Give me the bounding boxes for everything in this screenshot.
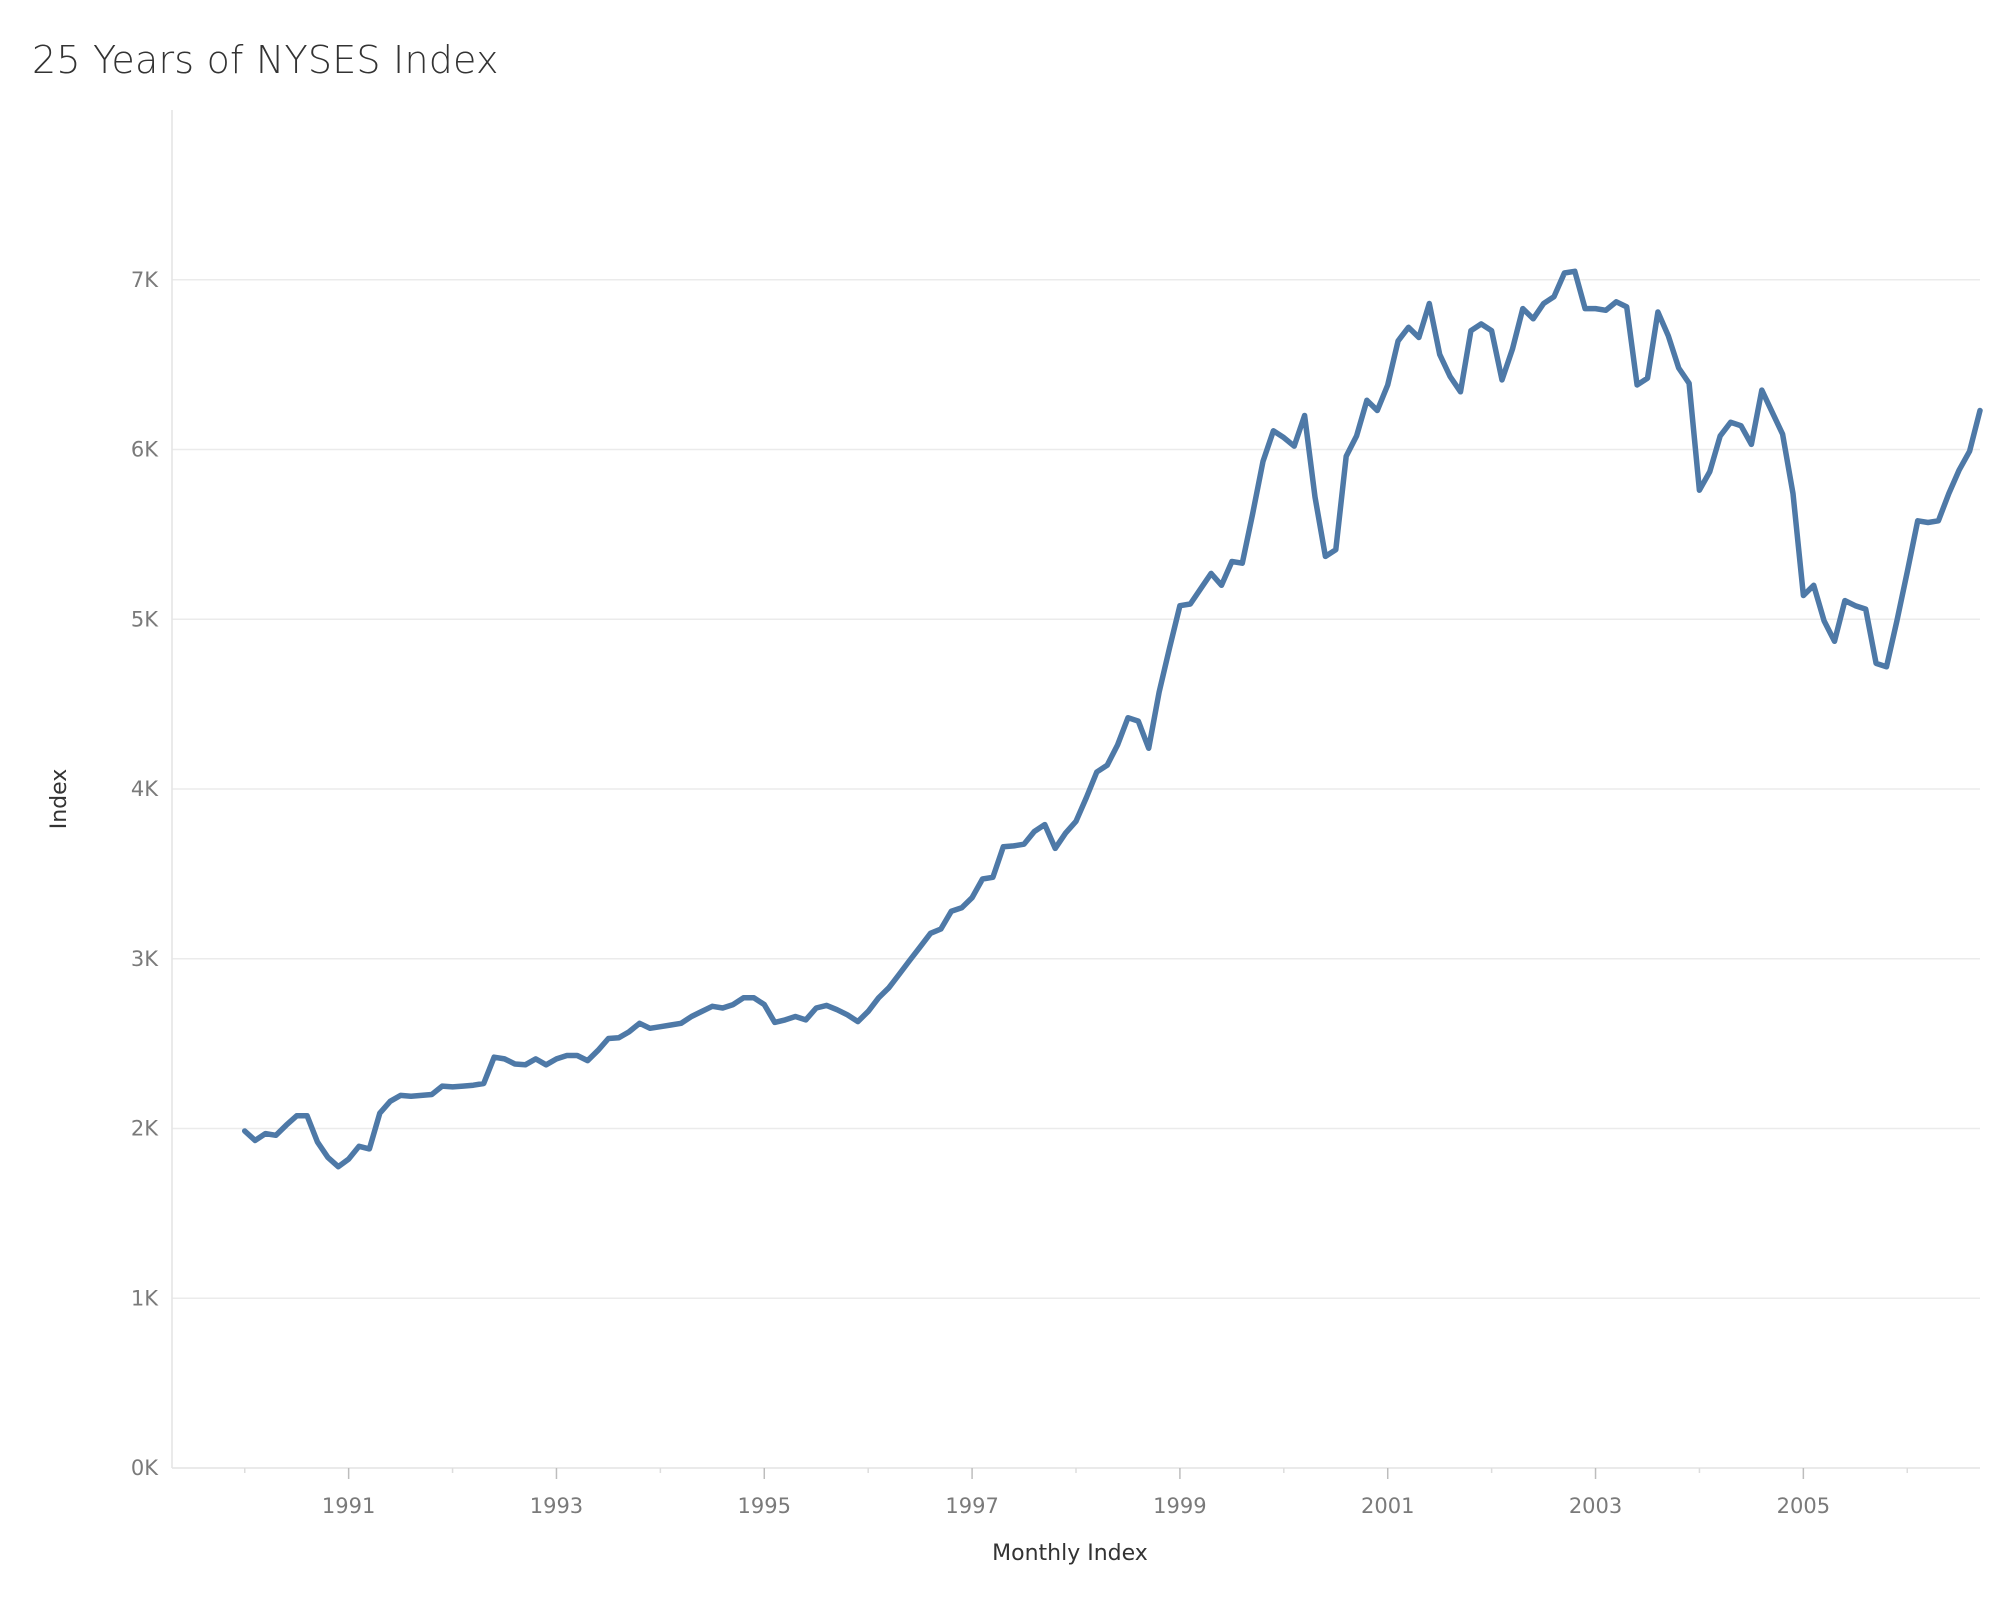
x-tick-label: 1997 [945,1494,998,1518]
y-tick-label: 6K [131,438,159,462]
x-tick-label: 2003 [1569,1494,1622,1518]
x-tick-label: 1993 [530,1494,583,1518]
x-tick-label: 1995 [738,1494,791,1518]
y-tick-label: 2K [131,1117,159,1141]
y-tick-label: 3K [131,947,159,971]
chart-title: 25 Years of NYSES Index [32,38,499,82]
y-tick-label: 0K [131,1456,159,1480]
x-axis-title: Monthly Index [992,1541,1148,1566]
y-axis-title: Index [47,769,72,830]
x-tick-label: 2005 [1777,1494,1830,1518]
gridlines [172,279,1980,1299]
x-minor-ticks [243,1468,1909,1479]
series-line [241,268,1983,1170]
y-tick-labels: 0K 1K 2K 3K 4K 5K 6K 7K [131,268,159,1480]
x-tick-label: 2001 [1361,1494,1414,1518]
x-tick-label: 1991 [322,1494,375,1518]
y-tick-label: 7K [131,268,159,292]
x-tick-labels: 1991 1993 1995 1997 1999 2001 2003 2005 [322,1494,1830,1518]
y-tick-label: 1K [131,1286,159,1310]
y-tick-label: 5K [131,607,159,631]
y-tick-label: 4K [131,777,159,801]
x-tick-label: 1999 [1153,1494,1206,1518]
